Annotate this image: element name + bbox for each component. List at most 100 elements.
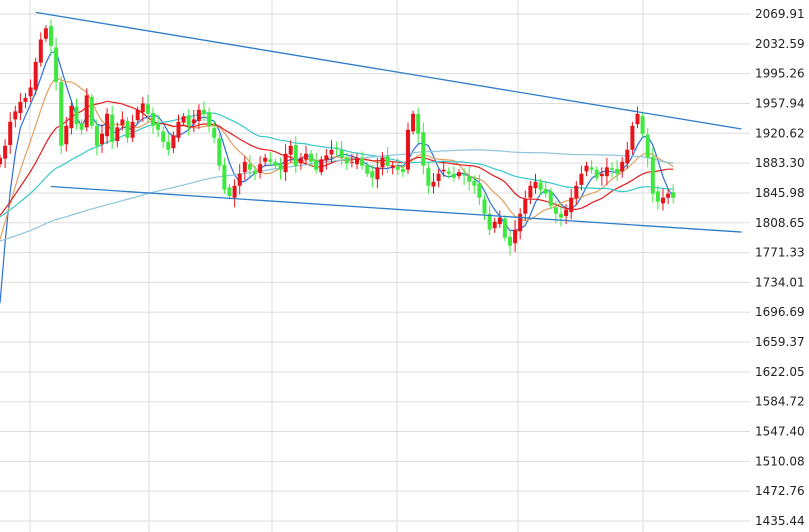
candle-body-103 <box>523 199 528 214</box>
candle-body-85 <box>431 181 436 187</box>
candle-body-112 <box>569 197 574 213</box>
candle-body-15 <box>74 106 79 125</box>
y-tick-label-12: 1622.05 <box>755 365 805 379</box>
candle-body-78 <box>395 166 400 170</box>
candle-body-32 <box>161 131 166 142</box>
candle-body-49 <box>247 164 252 170</box>
candle-body-126 <box>640 116 645 134</box>
candle-body-38 <box>191 119 196 124</box>
candle-body-26 <box>130 121 135 138</box>
y-tick-label-2: 1995.26 <box>755 67 805 81</box>
candle-body-120 <box>610 168 614 170</box>
candle-body-48 <box>242 161 247 173</box>
candle-body-29 <box>145 104 150 114</box>
candle-body-28 <box>140 103 145 113</box>
candle-body-83 <box>421 132 426 166</box>
candle-body-30 <box>151 113 155 126</box>
candle-body-80 <box>406 129 410 170</box>
candle-body-16 <box>79 123 84 130</box>
candle-body-109 <box>553 207 558 214</box>
candle-body-123 <box>625 149 630 164</box>
candle-body-14 <box>69 105 74 129</box>
candle-body-82 <box>416 113 421 134</box>
candle-body-113 <box>574 185 579 199</box>
candle-body-94 <box>477 183 482 198</box>
y-tick-label-5: 1883.30 <box>755 156 805 170</box>
candle-body-116 <box>589 167 594 170</box>
y-tick-label-11: 1659.37 <box>755 335 805 349</box>
candle-body-84 <box>426 168 431 186</box>
candle-body-95 <box>482 199 487 214</box>
candle-body-44 <box>222 164 227 190</box>
candle-body-45 <box>227 187 232 197</box>
y-tick-label-1: 2032.59 <box>755 37 805 51</box>
candle-body-12 <box>59 81 64 146</box>
candle-body-88 <box>446 171 451 174</box>
candle-body-51 <box>258 164 263 173</box>
candle-body-70 <box>355 157 359 165</box>
candle-body-19 <box>94 125 99 146</box>
candle-body-125 <box>635 113 640 125</box>
candle-body-73 <box>370 171 375 178</box>
y-tick-label-6: 1845.98 <box>755 186 805 200</box>
candle-body-67 <box>339 149 344 158</box>
candle-body-101 <box>513 229 518 244</box>
candle-body-69 <box>349 161 354 163</box>
ma-short-line <box>0 50 674 304</box>
candle-body-3 <box>13 111 18 120</box>
ma-longest-line <box>0 149 674 242</box>
candle-body-130 <box>661 197 665 204</box>
candle-body-114 <box>579 173 584 185</box>
candle-body-96 <box>487 213 492 230</box>
candle-body-108 <box>548 191 553 206</box>
y-tick-label-14: 1547.40 <box>755 425 805 439</box>
candle-body-66 <box>334 147 339 149</box>
candle-body-0 <box>0 157 2 165</box>
candle-body-20 <box>100 133 104 145</box>
candle-body-129 <box>655 191 660 202</box>
candle-body-35 <box>176 121 181 138</box>
candle-body-59 <box>298 157 303 164</box>
candle-body-57 <box>288 145 293 155</box>
candle-body-43 <box>217 138 222 166</box>
candle-body-111 <box>564 209 569 217</box>
candle-body-90 <box>457 172 461 177</box>
candle-body-60 <box>304 153 308 160</box>
trendline-1 <box>50 185 742 233</box>
candle-body-11 <box>54 47 59 82</box>
candle-body-131 <box>666 193 671 198</box>
candle-body-24 <box>120 119 125 126</box>
candle-body-122 <box>620 161 625 172</box>
candle-body-18 <box>89 97 94 126</box>
candle-body-89 <box>451 173 456 178</box>
candle-body-52 <box>263 157 268 162</box>
candle-body-132 <box>671 192 676 198</box>
price-axis: 2069.91 2032.59 1995.26 1957.94 1920.62 1883.… <box>755 7 805 528</box>
candle-body-22 <box>110 114 115 142</box>
candle-body-40 <box>202 109 206 114</box>
candle-body-71 <box>360 158 365 166</box>
candle-body-10 <box>49 25 53 46</box>
candle-body-76 <box>385 156 390 166</box>
candle-body-119 <box>604 167 609 177</box>
candle-body-81 <box>411 113 416 132</box>
candle-body-91 <box>462 174 467 176</box>
candle-body-46 <box>232 185 237 198</box>
candle-body-102 <box>518 213 523 232</box>
candle-body-9 <box>43 28 48 39</box>
candle-body-5 <box>23 97 28 102</box>
candle-body-23 <box>115 127 120 141</box>
candles <box>0 19 676 256</box>
candle-body-63 <box>319 159 324 173</box>
candle-body-98 <box>497 217 502 225</box>
candle-body-97 <box>492 221 497 229</box>
candle-body-68 <box>344 157 349 164</box>
candle-body-37 <box>186 115 191 126</box>
y-tick-label-10: 1696.69 <box>755 305 805 319</box>
candle-body-107 <box>543 188 548 194</box>
candle-body-105 <box>533 181 538 189</box>
moving-average-lines <box>0 50 674 304</box>
candle-body-36 <box>181 116 186 123</box>
candle-body-8 <box>38 39 43 63</box>
